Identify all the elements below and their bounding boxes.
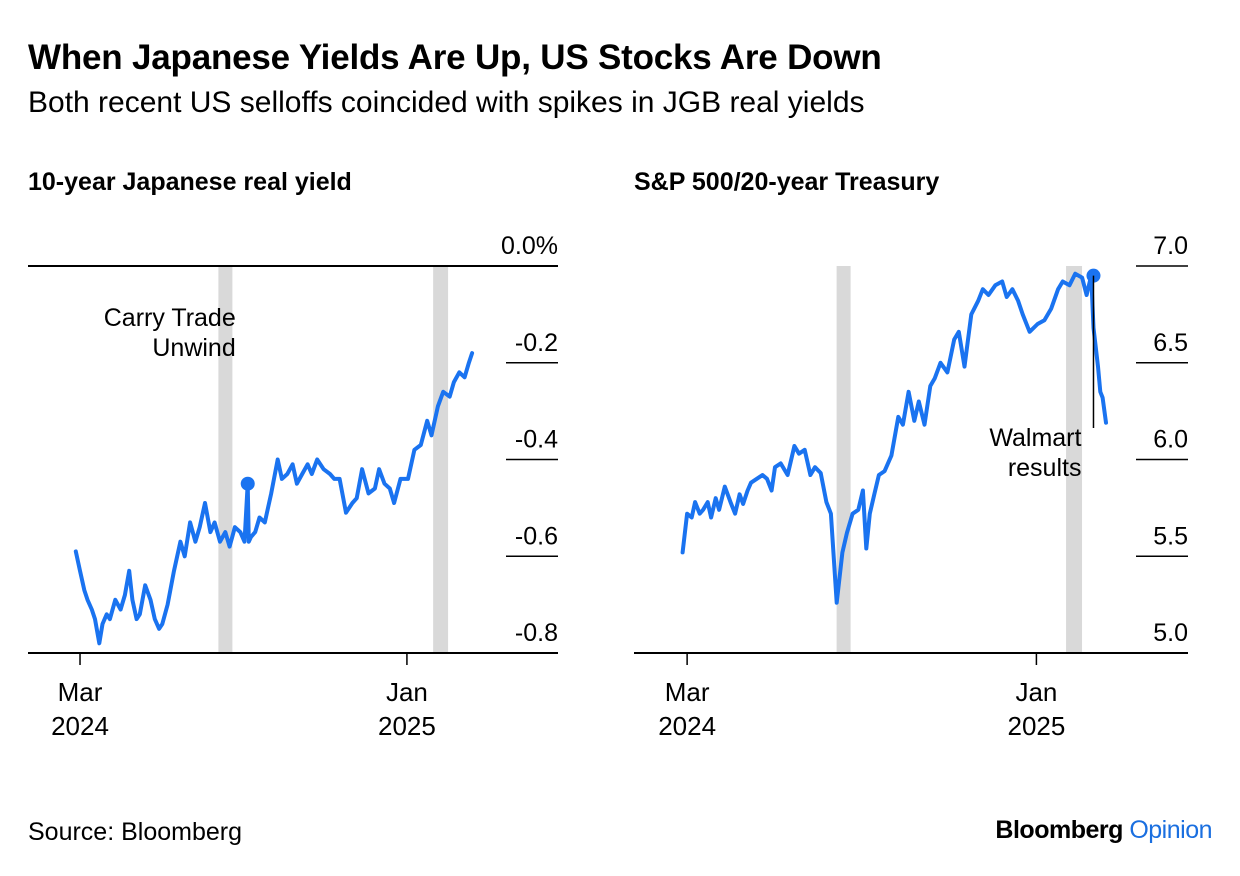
y-tick-label: -0.2 bbox=[515, 329, 558, 357]
annotation-label: results bbox=[1008, 454, 1082, 482]
y-tick-label: 7.0 bbox=[1153, 232, 1188, 260]
brand-main: Bloomberg bbox=[995, 816, 1123, 844]
annotation-label: Unwind bbox=[152, 334, 235, 362]
annotation-marker bbox=[240, 476, 255, 491]
shaded-period bbox=[433, 266, 449, 653]
x-tick-label-year: 2025 bbox=[378, 711, 436, 741]
source-note: Source: Bloomberg bbox=[28, 818, 243, 846]
y-tick-label: 5.5 bbox=[1153, 522, 1188, 550]
series-line bbox=[73, 351, 475, 646]
series-line bbox=[680, 271, 1108, 605]
x-tick-label-year: 2025 bbox=[1007, 711, 1065, 741]
shaded-period bbox=[1066, 266, 1083, 653]
left-panel-title: 10-year Japanese real yield bbox=[28, 168, 352, 196]
annotation-label: Walmart bbox=[989, 424, 1081, 452]
shaded-period bbox=[218, 266, 233, 653]
y-tick-label: 6.5 bbox=[1153, 329, 1188, 357]
y-tick-label: -0.4 bbox=[515, 426, 558, 454]
x-tick-label-year: 2024 bbox=[658, 711, 716, 741]
y-tick-label: -0.8 bbox=[515, 619, 558, 647]
brand-logo: Bloomberg Opinion bbox=[995, 816, 1212, 845]
annotation-label: Carry Trade bbox=[104, 304, 236, 332]
y-tick-label: 6.0 bbox=[1153, 426, 1188, 454]
y-tick-label: 5.0 bbox=[1153, 619, 1188, 647]
left-panel-plot: 0.0% -0.2 -0.4 -0.6 -0.8 Mar 2024 Jan 2025 Carry … bbox=[28, 232, 558, 741]
x-tick-label: Jan bbox=[386, 677, 428, 707]
x-tick-label: Mar bbox=[58, 677, 103, 707]
chart-title: When Japanese Yields Are Up, US Stocks A… bbox=[28, 38, 882, 77]
right-panel-title: S&P 500/20-year Treasury bbox=[634, 168, 940, 196]
x-tick-label: Jan bbox=[1015, 677, 1057, 707]
chart-subtitle: Both recent US selloffs coincided with s… bbox=[28, 86, 865, 119]
y-tick-label: 0.0% bbox=[501, 232, 558, 260]
brand-accent: Opinion bbox=[1129, 816, 1212, 844]
x-tick-label-year: 2024 bbox=[51, 711, 109, 741]
right-panel-plot: 7.0 6.5 6.0 5.5 5.0 Mar 2024 Jan 2025 Walmartresu… bbox=[634, 232, 1188, 741]
x-tick-label: Mar bbox=[665, 677, 710, 707]
y-tick-label: -0.6 bbox=[515, 522, 558, 550]
